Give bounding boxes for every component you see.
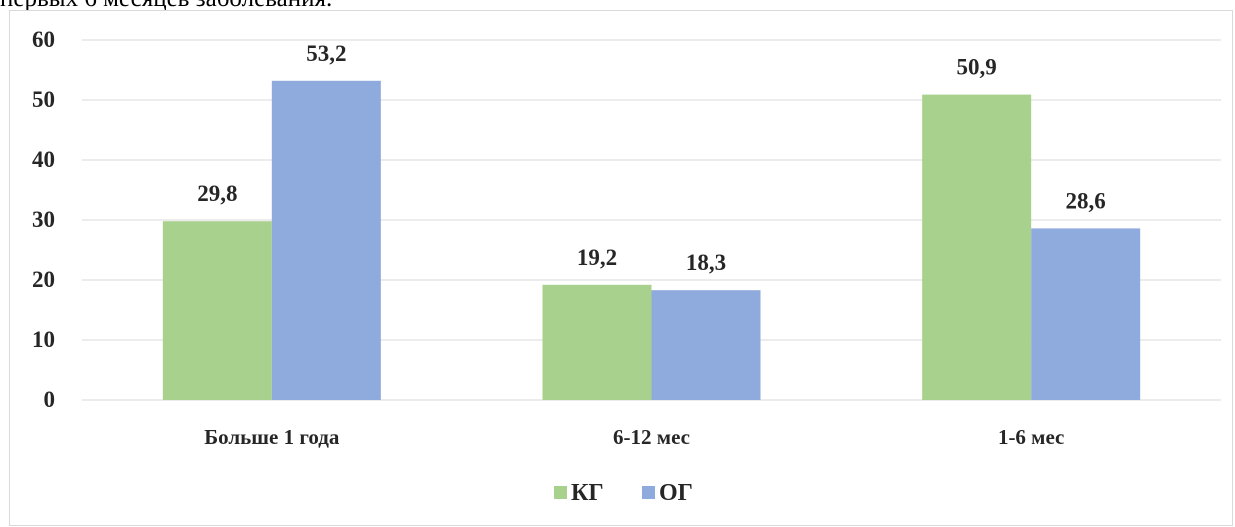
y-axis: 0 10 20 30 40 50 60 xyxy=(32,27,55,412)
y-tick-label: 0 xyxy=(44,387,56,412)
legend-label-kg: КГ xyxy=(571,480,604,506)
bar-kg xyxy=(542,284,652,400)
bar-kg xyxy=(162,221,272,400)
bar-og xyxy=(271,80,381,401)
data-label: 28,6 xyxy=(1066,188,1106,213)
legend: КГ ОГ xyxy=(554,480,693,506)
x-tick-label: 6-12 мес xyxy=(613,425,690,449)
bar-og xyxy=(1031,228,1141,400)
y-tick-label: 20 xyxy=(32,267,55,292)
bar-og xyxy=(651,290,761,400)
x-tick-label: 1-6 мес xyxy=(998,425,1064,449)
legend-swatch-og xyxy=(642,486,655,499)
bar-kg xyxy=(922,94,1032,400)
bars xyxy=(162,80,1141,401)
y-tick-label: 60 xyxy=(32,27,55,52)
y-tick-label: 50 xyxy=(32,87,55,112)
data-label: 50,9 xyxy=(957,55,997,80)
data-label: 19,2 xyxy=(577,245,617,270)
y-tick-label: 10 xyxy=(32,327,55,352)
chart-area: 0 10 20 30 40 50 60 29,8 53,2 19,2 18,3 50,9 28,6 Б… xyxy=(9,10,1233,526)
data-label: 29,8 xyxy=(197,181,237,206)
data-label: 18,3 xyxy=(686,250,726,275)
x-axis: Больше 1 года 6-12 мес 1-6 мес xyxy=(204,425,1064,449)
x-tick-label: Больше 1 года xyxy=(204,425,340,449)
data-label: 53,2 xyxy=(306,41,346,66)
bar-chart: 0 10 20 30 40 50 60 29,8 53,2 19,2 18,3 50,9 28,6 Б… xyxy=(32,27,1221,506)
y-tick-label: 40 xyxy=(32,147,55,172)
y-tick-label: 30 xyxy=(32,207,55,232)
legend-swatch-kg xyxy=(554,486,567,499)
data-labels: 29,8 53,2 19,2 18,3 50,9 28,6 xyxy=(197,41,1106,275)
legend-label-og: ОГ xyxy=(659,480,693,506)
top-text-fragment: первых 6 месяцев заболевания. xyxy=(0,0,332,11)
